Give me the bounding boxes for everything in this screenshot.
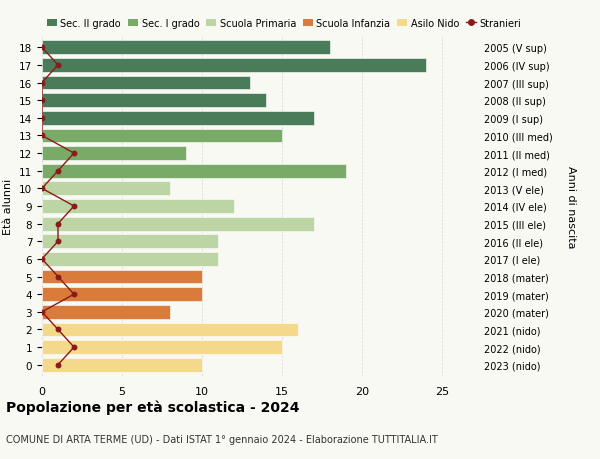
Bar: [42, 217, 314, 231]
Point: [69, 150, 79, 157]
Point: [53, 361, 63, 369]
Bar: [42, 112, 314, 125]
Bar: [42, 182, 170, 196]
Bar: [42, 164, 346, 178]
Point: [53, 168, 63, 175]
Point: [37, 80, 47, 87]
Bar: [42, 305, 170, 319]
Bar: [42, 129, 282, 143]
Point: [53, 326, 63, 333]
Y-axis label: Età alunni: Età alunni: [4, 179, 13, 235]
Point: [37, 256, 47, 263]
Bar: [42, 147, 186, 161]
Bar: [42, 252, 218, 266]
Bar: [42, 358, 202, 372]
Point: [53, 238, 63, 246]
Point: [37, 115, 47, 122]
Legend: Sec. II grado, Sec. I grado, Scuola Primaria, Scuola Infanzia, Asilo Nido, Stran: Sec. II grado, Sec. I grado, Scuola Prim…: [47, 18, 521, 28]
Y-axis label: Anni di nascita: Anni di nascita: [566, 165, 577, 248]
Bar: [42, 200, 234, 213]
Bar: [42, 41, 330, 55]
Point: [53, 220, 63, 228]
Text: Popolazione per età scolastica - 2024: Popolazione per età scolastica - 2024: [6, 399, 299, 414]
Point: [69, 344, 79, 351]
Bar: [42, 235, 218, 249]
Point: [37, 133, 47, 140]
Bar: [42, 270, 202, 284]
Point: [53, 273, 63, 280]
Point: [37, 45, 47, 52]
Point: [53, 62, 63, 69]
Bar: [42, 323, 298, 336]
Point: [37, 97, 47, 105]
Bar: [42, 341, 282, 354]
Bar: [42, 59, 426, 73]
Bar: [42, 77, 250, 90]
Point: [69, 291, 79, 298]
Bar: [42, 94, 266, 108]
Point: [37, 308, 47, 316]
Point: [69, 203, 79, 210]
Point: [37, 185, 47, 193]
Text: COMUNE DI ARTA TERME (UD) - Dati ISTAT 1° gennaio 2024 - Elaborazione TUTTITALIA: COMUNE DI ARTA TERME (UD) - Dati ISTAT 1…: [6, 434, 438, 444]
Bar: [42, 288, 202, 302]
